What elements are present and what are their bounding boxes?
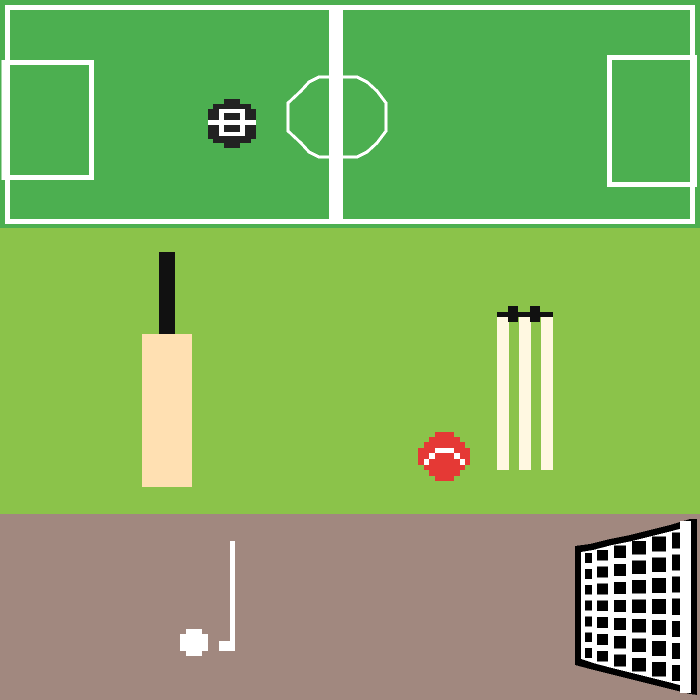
goal-net-hole [597,566,608,578]
hockey-stick-icon[interactable] [219,541,235,651]
hockey-ground-band [0,514,700,700]
goal-net-hole [585,569,592,579]
football-pitch-band [0,0,700,228]
cricket-field-background [0,228,700,514]
goal-net-hole [597,650,608,662]
goal-net-holes [585,532,680,682]
stick-shaft [230,541,235,651]
goal-net-hole [652,536,666,552]
stick-blade [219,641,235,651]
goal-net-hole [597,634,608,645]
stump-middle [519,316,531,470]
goal-net-hole [614,563,626,576]
bat-blade [142,334,192,487]
goal-net-hole [614,600,626,613]
goal-net-hole [632,599,646,614]
goal-net-hole [672,620,680,637]
goal-net-hole [585,632,592,643]
goal-net-hole [597,600,608,612]
goal-net-hole [614,618,626,631]
goal-net-hole [672,665,680,682]
bail-left [508,306,518,322]
goal-net-hole [585,553,592,563]
right-penalty-box [607,55,697,187]
goal-net-hole [632,638,646,652]
soccer-ball-icon[interactable] [208,99,256,148]
goal-net-hole [585,616,592,627]
goal-net-hole [652,640,666,656]
cricket-field-band [0,228,700,514]
cricket-ball-icon[interactable] [418,432,470,481]
goal-net-hole [652,620,666,635]
goal-net-hole [597,583,608,595]
goal-net-hole [585,584,592,595]
bat-handle [159,252,175,334]
bails-bar [497,312,553,317]
goal-net-hole [632,619,646,633]
goal-net-hole [632,658,646,672]
goal-net-hole [632,580,646,594]
goal-net-hole [597,549,608,561]
stump-left [497,316,509,470]
centre-circle [286,75,388,159]
goal-net-hole [672,643,680,660]
hockey-ball-icon[interactable] [180,629,208,656]
cricket-stumps-icon[interactable] [497,306,553,470]
goal-net-hole [652,557,666,573]
goal-net-hole [672,532,680,549]
goal-net-hole [614,654,626,667]
goal-right-post [680,521,691,693]
goal-net-hole [632,560,646,575]
goal-net-hole [652,661,666,677]
goal-net-hole [652,599,666,614]
goal-net-icon[interactable] [575,519,697,695]
halfway-line [329,7,343,222]
goal-net-hole [672,598,680,615]
goal-net-hole [614,581,626,594]
cricket-bat-icon[interactable] [142,252,192,487]
goal-net-hole [614,545,626,558]
goal-net-hole [585,600,592,611]
stump-right [541,316,553,470]
pitch-background [0,0,700,228]
bail-right [530,306,540,322]
goal-net-hole [652,578,666,594]
left-penalty-box [1,60,94,180]
goal-net-hole [597,617,608,628]
goal-net-hole [614,636,626,649]
goal-net-hole [672,576,680,593]
goal-net-hole [632,541,646,555]
goal-net-hole [672,554,680,571]
goal-net-hole [585,648,592,658]
